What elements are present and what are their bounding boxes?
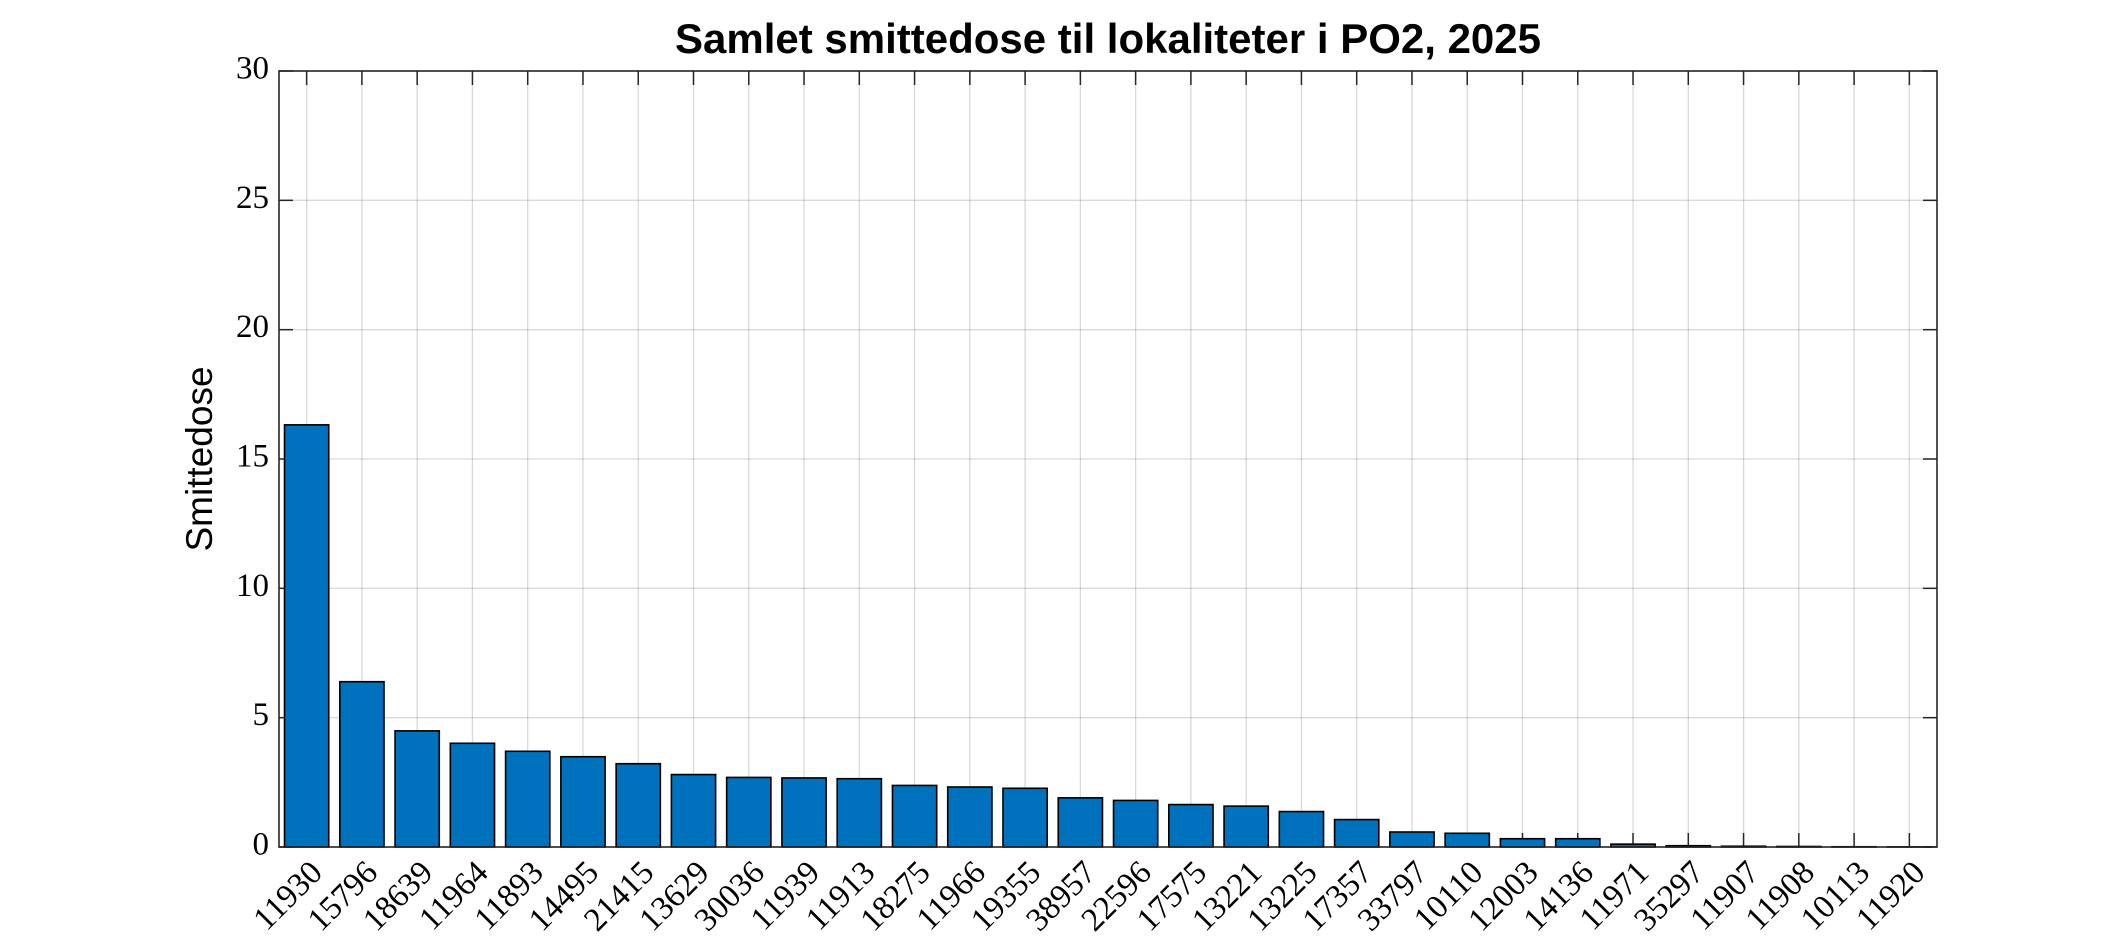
bar	[1057, 797, 1104, 848]
bar	[1333, 818, 1380, 848]
bar	[1002, 787, 1049, 848]
bar	[1389, 831, 1435, 848]
y-tick-label: 0	[253, 827, 270, 863]
bar	[449, 742, 496, 848]
bar	[394, 730, 441, 848]
bar	[615, 762, 662, 848]
bar	[1278, 810, 1325, 848]
y-tick-label: 25	[236, 180, 269, 216]
y-tick-label: 30	[236, 51, 269, 87]
bar	[670, 773, 717, 848]
bar	[283, 424, 330, 848]
bar	[946, 786, 993, 848]
y-tick-label: 10	[236, 568, 269, 604]
bar	[1499, 837, 1546, 848]
bar	[504, 750, 551, 848]
chart-title: Samlet smittedose til lokaliteter i PO2,…	[675, 15, 1541, 62]
bar	[1112, 799, 1159, 848]
y-axis-label: Smittedose	[179, 366, 220, 551]
bar	[725, 776, 772, 848]
y-tick-label: 15	[236, 439, 269, 475]
bar	[338, 680, 385, 848]
plot-frame	[278, 70, 1938, 848]
y-tick-label: 5	[253, 697, 270, 733]
bar	[891, 784, 938, 848]
bar	[836, 777, 883, 848]
bar	[781, 777, 827, 848]
bar	[1554, 837, 1601, 848]
bar	[560, 755, 606, 848]
y-tick-label: 20	[236, 309, 269, 345]
bar	[1223, 805, 1270, 848]
bar	[1444, 832, 1491, 848]
bar	[1167, 803, 1214, 848]
